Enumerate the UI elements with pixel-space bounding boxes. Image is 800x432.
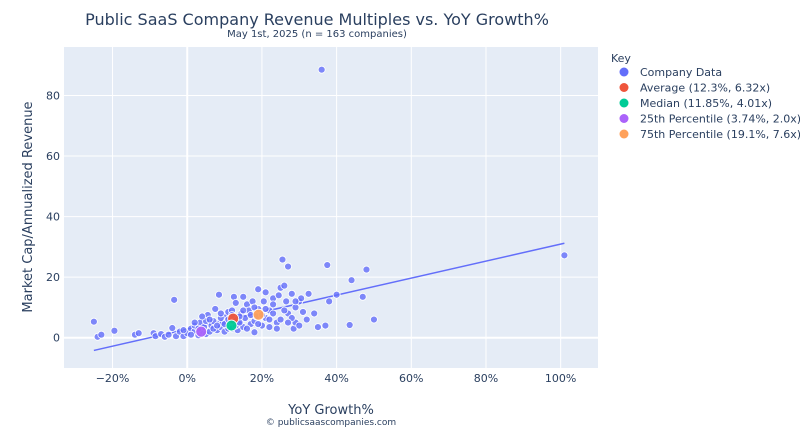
company-point [560,251,569,260]
company-point [205,315,214,324]
legend-marker [619,98,629,108]
company-point [323,261,332,269]
company-point [97,330,106,339]
company-point [239,306,248,315]
company-point [276,315,285,324]
company-point [239,292,248,301]
company-point [179,326,188,335]
legend-label: 75th Percentile (19.1%, 7.6x) [640,128,800,141]
company-point [284,262,292,271]
company-point [302,315,311,324]
legend-label: Company Data [640,66,722,79]
company-point [304,289,313,298]
legend-label: 25th Percentile (3.74%, 2.0x) [640,113,800,126]
company-point [347,276,356,285]
plot-area [64,47,598,368]
legend-marker [619,83,629,92]
company-point [321,321,330,330]
company-point [284,318,292,327]
y-tick-label: 20 [46,271,60,284]
x-tick-label: −20% [96,372,130,385]
company-point [243,324,251,333]
company-point [265,323,274,332]
stat-point [195,325,208,338]
company-point [310,309,319,318]
footer-credit: © publicsaascompanies.com [266,418,396,428]
company-point [164,330,173,339]
company-point [265,315,274,324]
company-point [282,297,291,306]
x-tick-label: 100% [545,372,576,385]
company-point [261,305,270,313]
company-point [89,317,98,326]
x-tick-label: 80% [474,372,498,385]
company-point [254,320,263,328]
company-point [250,328,259,337]
company-point [168,324,177,332]
company-point [325,297,334,306]
company-point [259,297,268,306]
axis-ticks: −20% 0% 20% 40% 60% 80% 100% 0 20 40 60 80 [46,89,576,385]
company-point [110,326,119,335]
company-point [170,295,179,304]
company-point [231,298,240,307]
company-point [362,265,371,274]
legend-label: Average (12.3%, 6.32x) [640,82,770,95]
chart-title: Public SaaS Company Revenue Multiples vs… [85,10,549,29]
company-point [190,318,199,327]
y-axis-title: Market Cap/Annualized Revenue [21,101,36,312]
company-point [198,312,207,321]
company-point [187,330,195,339]
legend-marker [619,67,629,77]
company-point [216,309,225,318]
company-point [314,323,322,332]
stat-point [225,319,238,332]
company-point [332,290,341,299]
company-point [211,305,220,313]
company-point [278,255,287,264]
legend: Key Company Data Average (12.3%, 6.32x) Me… [611,52,800,141]
company-point [272,324,281,333]
legend-marker [619,129,629,139]
legend-label: Median (11.85%, 4.01x) [640,97,772,110]
company-point [317,65,326,74]
company-point [295,321,304,330]
y-tick-label: 0 [53,332,60,345]
company-point [345,321,354,329]
company-point [280,306,289,315]
company-point [280,281,289,290]
company-point [269,309,278,318]
trendline [93,242,565,352]
x-tick-label: 60% [399,372,423,385]
y-tick-label: 60 [46,150,60,163]
legend-title: Key [611,52,631,65]
company-point [269,300,278,309]
chart-subtitle: May 1st, 2025 (n = 163 companies) [227,29,407,40]
company-point [274,291,283,300]
x-axis-title: YoY Growth% [287,403,374,418]
company-point [291,297,300,306]
company-point [287,289,296,298]
company-point [358,292,367,301]
x-tick-label: 20% [250,372,274,385]
company-point [261,288,270,297]
stat-point [252,308,265,321]
x-tick-label: 0% [179,372,196,385]
legend-marker [619,114,629,123]
y-tick-label: 40 [46,211,60,224]
company-point [134,329,143,338]
company-point [299,308,307,316]
trendline-group [93,242,565,352]
company-point [215,290,223,299]
company-point [213,321,222,330]
company-point [370,315,378,324]
x-tick-label: 40% [324,372,348,385]
company-point [254,285,263,294]
data-points [89,65,569,341]
y-tick-label: 80 [46,89,60,102]
